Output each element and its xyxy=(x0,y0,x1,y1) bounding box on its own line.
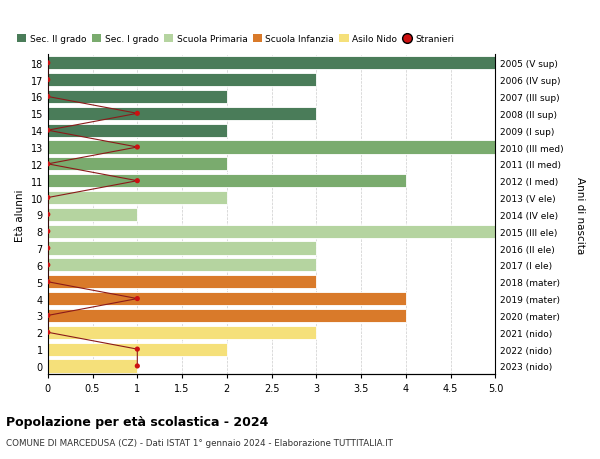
Bar xyxy=(48,292,406,306)
Point xyxy=(133,111,142,118)
Point xyxy=(43,312,53,319)
Point xyxy=(43,77,53,84)
Bar xyxy=(48,107,316,121)
Point xyxy=(43,195,53,202)
Bar xyxy=(48,326,316,339)
Bar xyxy=(48,208,137,221)
Bar xyxy=(48,343,227,356)
Text: COMUNE DI MARCEDUSA (CZ) - Dati ISTAT 1° gennaio 2024 - Elaborazione TUTTITALIA.: COMUNE DI MARCEDUSA (CZ) - Dati ISTAT 1°… xyxy=(6,438,393,448)
Point xyxy=(43,245,53,252)
Bar xyxy=(48,158,227,171)
Bar xyxy=(48,275,316,289)
Bar xyxy=(48,359,137,373)
Bar xyxy=(48,74,316,87)
Point xyxy=(43,161,53,168)
Bar xyxy=(48,91,227,104)
Point xyxy=(133,295,142,302)
Legend: Sec. II grado, Sec. I grado, Scuola Primaria, Scuola Infanzia, Asilo Nido, Stran: Sec. II grado, Sec. I grado, Scuola Prim… xyxy=(14,31,458,48)
Bar xyxy=(48,175,406,188)
Bar xyxy=(48,225,496,238)
Point xyxy=(133,346,142,353)
Point xyxy=(43,228,53,235)
Point xyxy=(43,262,53,269)
Bar xyxy=(48,309,406,322)
Bar xyxy=(48,124,227,137)
Point xyxy=(43,211,53,218)
Text: Popolazione per età scolastica - 2024: Popolazione per età scolastica - 2024 xyxy=(6,415,268,428)
Point xyxy=(43,329,53,336)
Point xyxy=(133,178,142,185)
Bar xyxy=(48,259,316,272)
Bar xyxy=(48,191,227,205)
Point xyxy=(133,144,142,151)
Bar xyxy=(48,141,496,154)
Bar xyxy=(48,242,316,255)
Point xyxy=(43,279,53,286)
Point xyxy=(43,60,53,67)
Y-axis label: Anni di nascita: Anni di nascita xyxy=(575,176,585,253)
Bar xyxy=(48,57,496,70)
Point xyxy=(133,363,142,370)
Point xyxy=(43,94,53,101)
Point xyxy=(43,127,53,134)
Y-axis label: Età alunni: Età alunni xyxy=(15,189,25,241)
